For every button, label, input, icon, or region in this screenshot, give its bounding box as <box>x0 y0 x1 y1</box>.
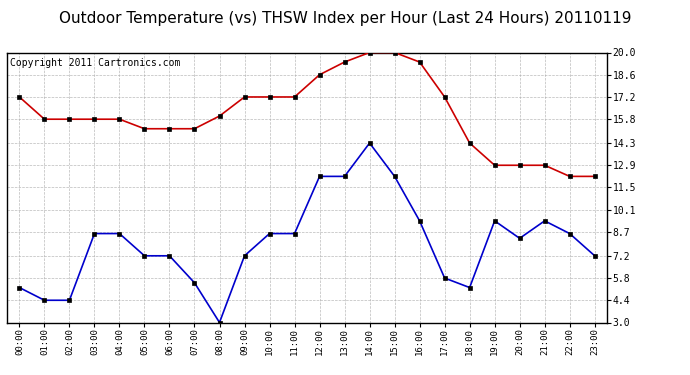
Text: Outdoor Temperature (vs) THSW Index per Hour (Last 24 Hours) 20110119: Outdoor Temperature (vs) THSW Index per … <box>59 11 631 26</box>
Text: Copyright 2011 Cartronics.com: Copyright 2011 Cartronics.com <box>10 58 180 68</box>
